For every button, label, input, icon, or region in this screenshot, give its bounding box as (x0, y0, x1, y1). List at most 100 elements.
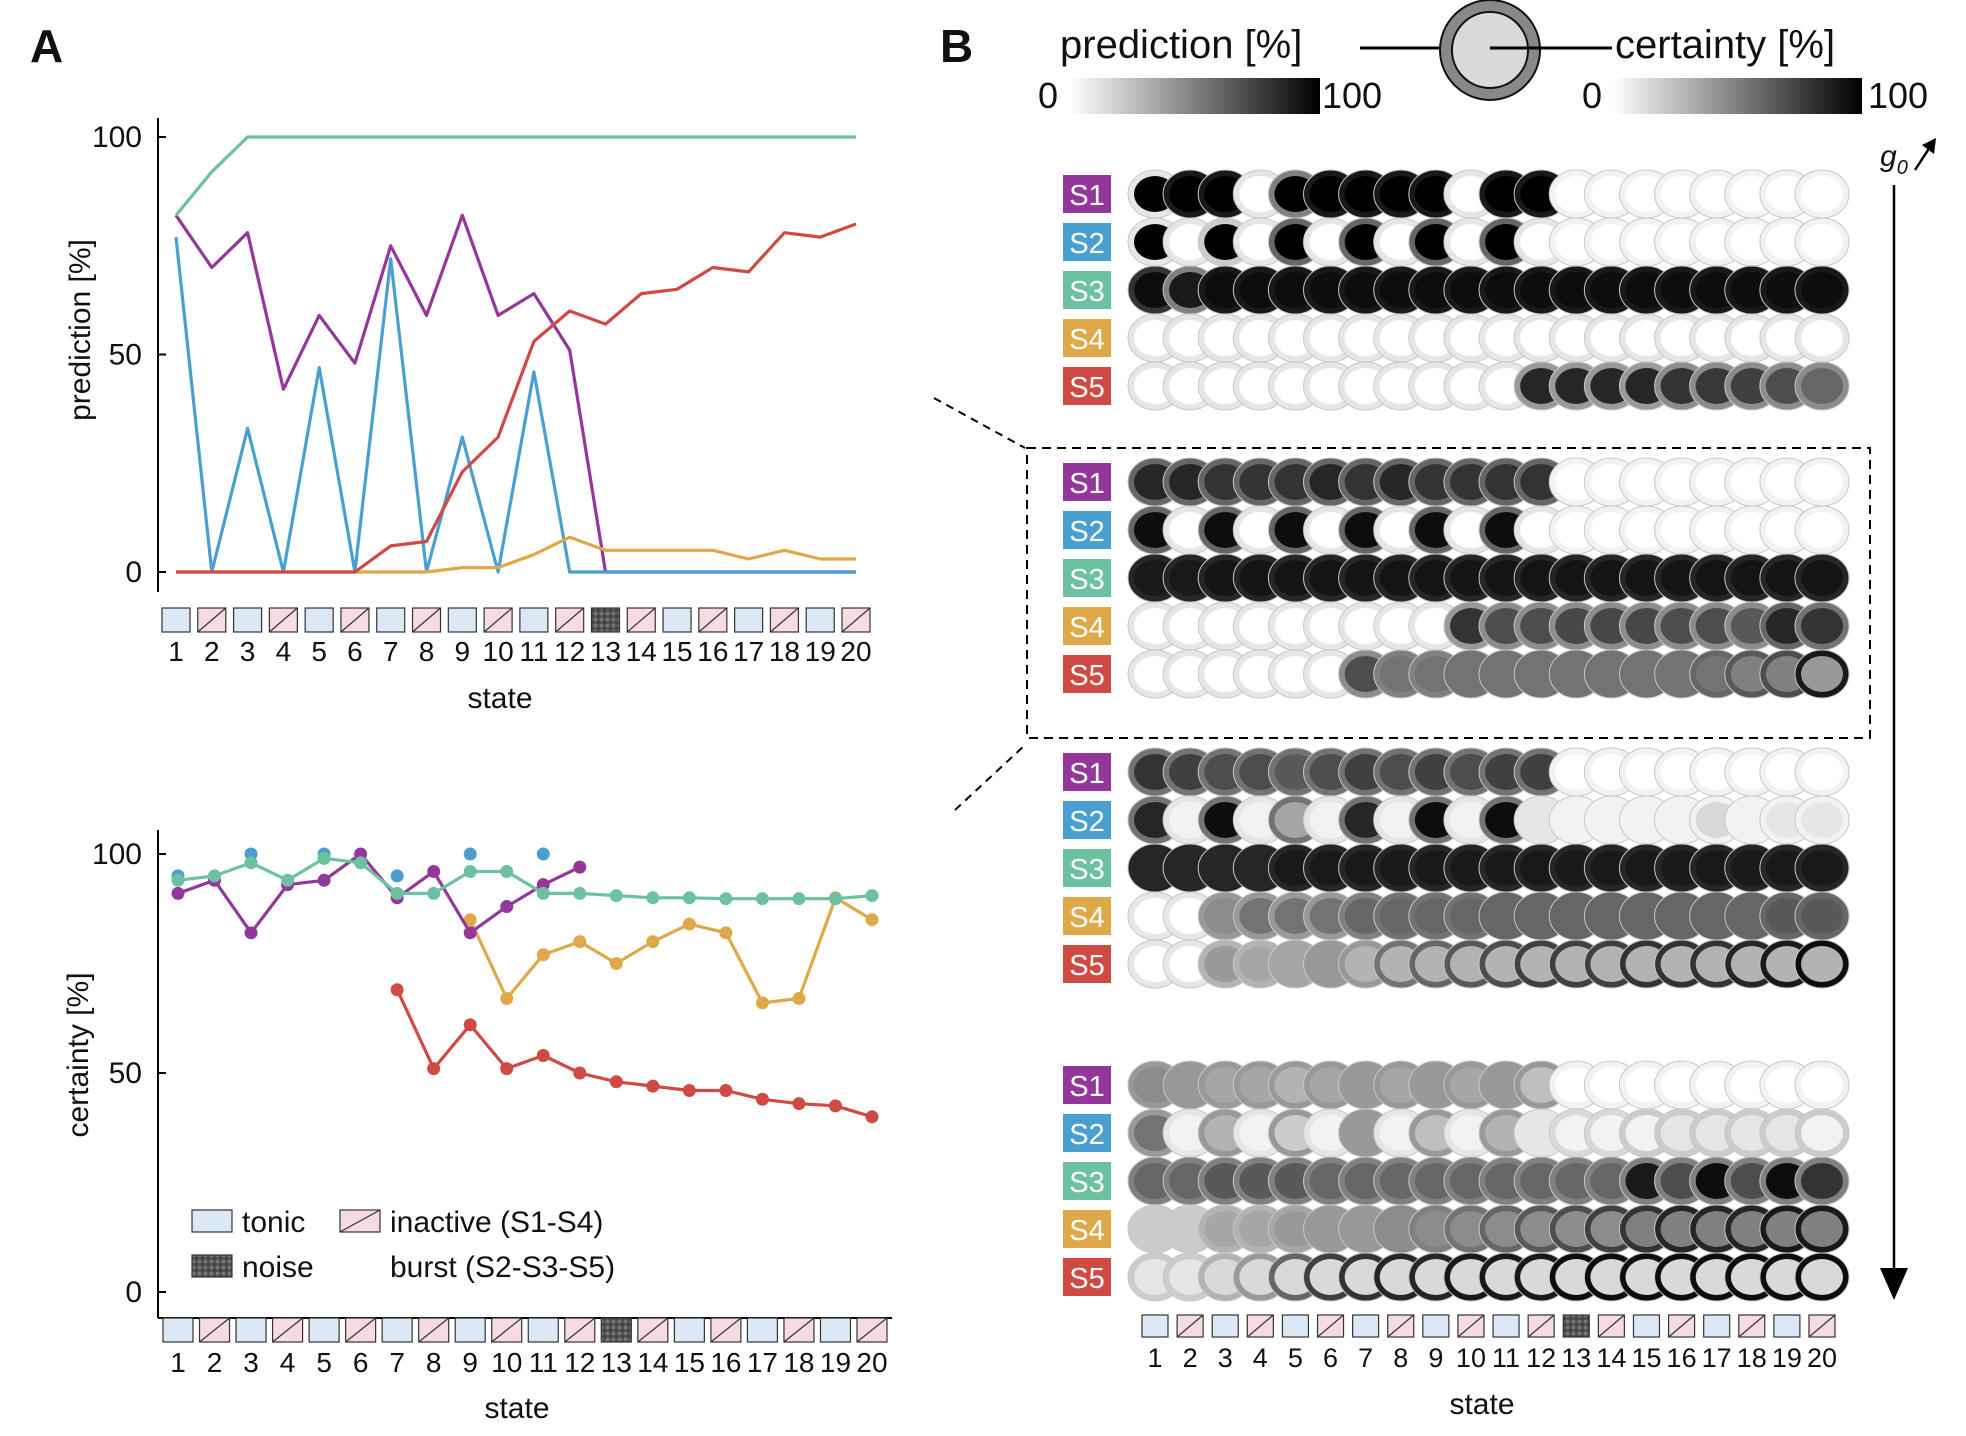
row-label-text-S3: S3 (1069, 1167, 1104, 1199)
prediction-state-tick-label: 14 (626, 636, 657, 667)
state-box-tonic (161, 607, 191, 633)
panel-b-state-tick-label: 7 (1358, 1343, 1373, 1373)
certainty-point-S5 (609, 1075, 623, 1089)
state-box-tonic (1211, 1314, 1239, 1338)
certainty-point-S1 (463, 926, 477, 940)
legend-inactive-label: inactive (S1-S4) (390, 1206, 603, 1239)
prediction-state-tick-label: 4 (276, 636, 292, 667)
certainty-state-tick-label: 5 (316, 1347, 332, 1378)
row-label-text-S2: S2 (1069, 516, 1104, 548)
certainty-point-S5 (573, 1066, 587, 1080)
row-label-text-S1: S1 (1069, 758, 1104, 790)
heatmap-block-2: S1 S2 S3 S4 S5 (1063, 457, 1850, 699)
prediction-x-axis-label: state (467, 682, 532, 715)
state-box-diagonal (1668, 1314, 1695, 1338)
state-box-tonic (1773, 1314, 1801, 1338)
certainty-point-S5 (865, 1110, 879, 1124)
certainty-point-S5 (828, 1099, 842, 1113)
prediction-disc (1801, 1115, 1843, 1151)
row-label-box-S5 (1063, 655, 1111, 693)
panel-b-state-tick-label: 11 (1492, 1343, 1520, 1373)
state-box-diagonal (1738, 1314, 1766, 1338)
prediction-y-tick-label: 100 (92, 121, 142, 154)
certainty-state-tick-label: 9 (462, 1347, 478, 1378)
state-box-tonic (454, 1317, 486, 1343)
row-label-text-S5: S5 (1069, 372, 1104, 404)
certainty-state-tick-label: 12 (564, 1347, 595, 1378)
prediction-disc (1801, 946, 1843, 982)
certainty-point-S1 (171, 886, 185, 900)
panel-b-state-tick-label: 13 (1561, 1343, 1591, 1373)
state-box-tonic (673, 1317, 705, 1343)
certainty-state-strip: 1 2 3 4 5 6 7 8 9 10 11 12 13 14 15 16 17 18 19 20 (162, 1317, 888, 1378)
prediction-disc (1801, 608, 1843, 644)
row-label-S5: S5 (1063, 1258, 1111, 1296)
row-label-S3: S3 (1063, 849, 1111, 887)
row-label-box-S5 (1063, 367, 1111, 405)
g0-label-sub: 0 (1897, 157, 1908, 179)
state-box-tonic (235, 1317, 267, 1343)
certainty-point-S3 (828, 892, 842, 906)
legend-noise-swatch (191, 1254, 233, 1278)
zoom-line-top (933, 397, 1026, 449)
row-label-box-S3 (1063, 559, 1111, 597)
prediction-state-tick-label: 16 (697, 636, 728, 667)
prediction-state-tick-label: 9 (455, 636, 471, 667)
certainty-line-chart: certainty [%] state (62, 972, 550, 1425)
panel-b-state-tick-label: 16 (1667, 1343, 1697, 1373)
certainty-point-S4 (536, 948, 550, 962)
prediction-disc (1801, 898, 1843, 934)
state-box-diagonal (710, 1317, 742, 1343)
panel-b-state-tick-label: 4 (1253, 1343, 1268, 1373)
certainty-line-S1 (177, 852, 581, 935)
row-label-box-S1 (1063, 1066, 1111, 1104)
certainty-state-tick-label: 7 (389, 1347, 405, 1378)
certainty-state-tick-label: 8 (426, 1347, 442, 1378)
prediction-colorbar-min: 0 (1038, 75, 1058, 116)
state-box-tonic (381, 1317, 413, 1343)
prediction-disc (1801, 802, 1843, 838)
state-box-noise (1562, 1314, 1590, 1338)
panel-b-state-tick-label: 14 (1596, 1343, 1626, 1373)
prediction-disc (1801, 320, 1843, 356)
certainty-state-tick-label: 13 (601, 1347, 632, 1378)
state-box-noise (590, 607, 621, 633)
state-box-tonic (734, 607, 764, 633)
g0-arrow: g0 (1880, 138, 1936, 1300)
state-box-diagonal (1246, 1314, 1274, 1338)
certainty-point-S3 (865, 889, 879, 903)
state-box-tonic (447, 607, 477, 633)
certainty-point-S5 (792, 1097, 806, 1111)
legend-inactive-diagonal (339, 1209, 381, 1233)
state-box-diagonal (1457, 1314, 1485, 1338)
row-label-text-S5: S5 (1069, 950, 1104, 982)
certainty-point-S2 (463, 847, 477, 861)
panel-a-label: A (30, 20, 63, 72)
row-label-S1: S1 (1063, 463, 1111, 501)
certainty-point-S4 (755, 996, 769, 1010)
prediction-disc (1801, 464, 1843, 500)
panel-b-state-tick-label: 5 (1288, 1343, 1303, 1373)
row-label-box-S3 (1063, 271, 1111, 309)
prediction-line-chart: prediction [%] state (64, 239, 533, 715)
prediction-disc (1801, 656, 1843, 692)
panel-b-state-tick-label: 18 (1737, 1343, 1767, 1373)
state-box-diagonal (1597, 1314, 1625, 1338)
row-label-box-S1 (1063, 463, 1111, 501)
certainty-point-S5 (427, 1062, 441, 1076)
certainty-point-S3 (390, 886, 404, 900)
prediction-disc (1801, 850, 1843, 886)
prediction-colorbar (1070, 78, 1320, 114)
prediction-colorbar-max: 100 (1322, 75, 1382, 116)
certainty-state-tick-label: 1 (170, 1347, 186, 1378)
state-box-tonic (162, 1317, 194, 1343)
certainty-point-S3 (536, 886, 550, 900)
certainty-state-tick-label: 15 (674, 1347, 705, 1378)
state-box-tonic (746, 1317, 779, 1343)
state-box-diagonal (418, 1317, 450, 1343)
certainty-point-S4 (865, 913, 879, 927)
row-label-S2: S2 (1063, 801, 1111, 839)
prediction-state-tick-label: 19 (805, 636, 836, 667)
certainty-point-S5 (463, 1018, 477, 1032)
